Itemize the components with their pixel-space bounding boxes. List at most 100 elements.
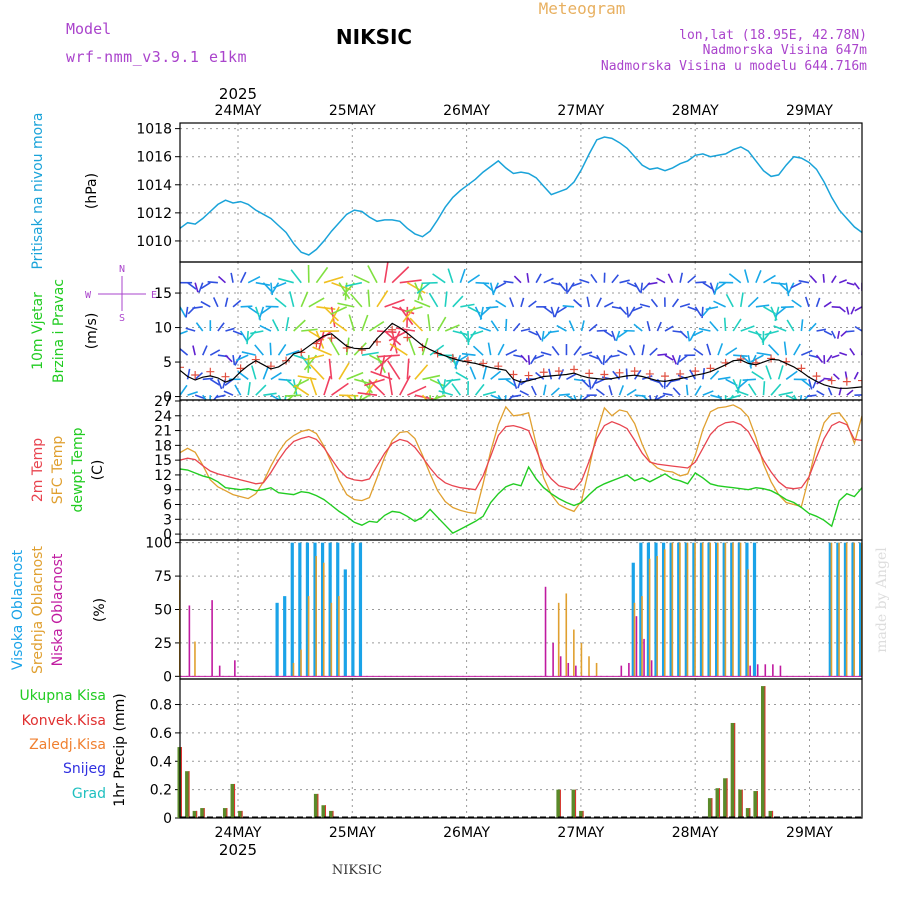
wind-arrow xyxy=(485,306,499,309)
wind-arrow xyxy=(202,345,208,356)
wind-arrow xyxy=(581,394,590,400)
wind-arrow xyxy=(762,381,766,396)
wind-arrow xyxy=(331,319,348,332)
wind-arrow xyxy=(777,365,784,380)
wind-legend-south: S xyxy=(119,313,125,324)
wind-arrow xyxy=(452,330,468,336)
wind-arrow xyxy=(861,378,862,380)
wind-arrow xyxy=(801,349,813,356)
wind-arrow xyxy=(573,299,583,308)
high-cloud-bar xyxy=(851,542,855,677)
mid-cloud-bar xyxy=(747,569,749,677)
wind-arrow xyxy=(200,300,211,308)
mid-cloud-bar xyxy=(845,542,848,677)
precip-bar xyxy=(238,810,243,818)
wind-arrow xyxy=(725,347,738,356)
wind-arrow xyxy=(241,351,256,356)
wind-arrow xyxy=(185,306,189,318)
wind-arrow xyxy=(791,299,802,308)
precip-legend-frozen: Zaledj.Kisa xyxy=(29,737,106,753)
mid-cloud-bar xyxy=(580,642,583,677)
y-tick-label: 24 xyxy=(154,409,172,425)
wind-arrow xyxy=(345,281,363,288)
wind-arrow xyxy=(388,330,408,342)
wind-arrow xyxy=(763,274,776,284)
wind-arrow xyxy=(200,282,211,290)
high-cloud-bar xyxy=(328,542,332,677)
wind-arrow xyxy=(650,298,659,308)
y-tick-label: 0.6 xyxy=(150,726,172,742)
wind-gust-marker xyxy=(645,369,654,378)
sfc-temp-line xyxy=(179,404,863,515)
wind-arrow xyxy=(765,365,772,380)
convective-precip-bar xyxy=(575,789,577,818)
wind-arrow xyxy=(679,303,691,308)
wind-arrow xyxy=(368,379,386,396)
wind-arrow xyxy=(816,378,825,385)
wind-arrow xyxy=(530,354,537,365)
mid-cloud-bar xyxy=(322,562,325,677)
wind-arrow xyxy=(494,282,507,290)
y-tick-label: 0 xyxy=(163,811,172,827)
y-tick-label: 15 xyxy=(154,286,172,302)
wind-arrow xyxy=(180,306,187,318)
wind-arrow xyxy=(755,330,765,343)
convective-precip-bar xyxy=(203,808,205,818)
wind-arrow xyxy=(239,271,247,284)
high-cloud-bar xyxy=(283,596,287,677)
wind-arrow xyxy=(656,394,666,400)
wind-arrow xyxy=(823,301,832,308)
wind-arrow xyxy=(778,391,793,396)
wind-arrow xyxy=(595,388,605,396)
wind-arrow xyxy=(615,330,621,342)
wind-arrow xyxy=(550,387,560,396)
wind-arrow xyxy=(472,345,484,356)
wind-arrow xyxy=(656,321,662,332)
y-tick-label: 27 xyxy=(154,394,172,410)
model-name: wrf-nmm_v3.9.1 e1km xyxy=(66,48,247,66)
convective-precip-bar xyxy=(196,810,198,818)
low-cloud-bar xyxy=(628,662,630,677)
precip-legend-convective: Konvek.Kisa xyxy=(22,713,106,729)
wind-arrow xyxy=(709,320,719,332)
wind-arrow xyxy=(602,355,606,366)
wind-arrow xyxy=(831,354,840,359)
wind-arrow xyxy=(581,351,593,356)
wind-arrow xyxy=(293,319,306,332)
dewpt-line xyxy=(179,465,863,534)
low-cloud-bar xyxy=(575,665,577,677)
high-cloud-bar xyxy=(828,542,832,677)
wind-arrow xyxy=(490,320,499,332)
high-cloud-bar xyxy=(639,542,643,677)
wind-arrow xyxy=(224,354,233,363)
wind-arrow xyxy=(816,390,825,396)
wind-gust-marker xyxy=(842,377,851,386)
wind-arrow xyxy=(705,306,719,311)
low-cloud-bar xyxy=(650,660,653,677)
wind-arrow xyxy=(573,345,582,356)
wind-arrow xyxy=(714,282,727,292)
precip-bar xyxy=(579,810,584,818)
wind-arrow xyxy=(421,281,438,285)
y-tick-label: 21 xyxy=(154,424,172,440)
wind-arrow xyxy=(346,371,364,381)
wind-arrow xyxy=(647,281,658,286)
wind-arrow xyxy=(626,388,637,396)
wind-arrow xyxy=(364,378,385,387)
wind-arrow xyxy=(686,330,691,342)
wind-arrow xyxy=(309,376,318,396)
low-cloud-bar xyxy=(772,664,774,677)
wind-arrow xyxy=(519,390,529,396)
wind-arrow xyxy=(383,262,389,283)
wind-arrow xyxy=(247,381,251,396)
wind-arrow xyxy=(284,394,302,397)
wind-arrow xyxy=(339,394,359,397)
wind-arrow xyxy=(194,282,199,293)
wind-arrow xyxy=(195,322,204,332)
mid-cloud-bar xyxy=(694,542,696,677)
wind-gust-marker xyxy=(251,355,260,364)
wind-arrow xyxy=(315,266,329,284)
precip-bar xyxy=(738,789,743,818)
wind-arrow xyxy=(444,291,448,307)
convective-precip-bar xyxy=(734,722,736,818)
